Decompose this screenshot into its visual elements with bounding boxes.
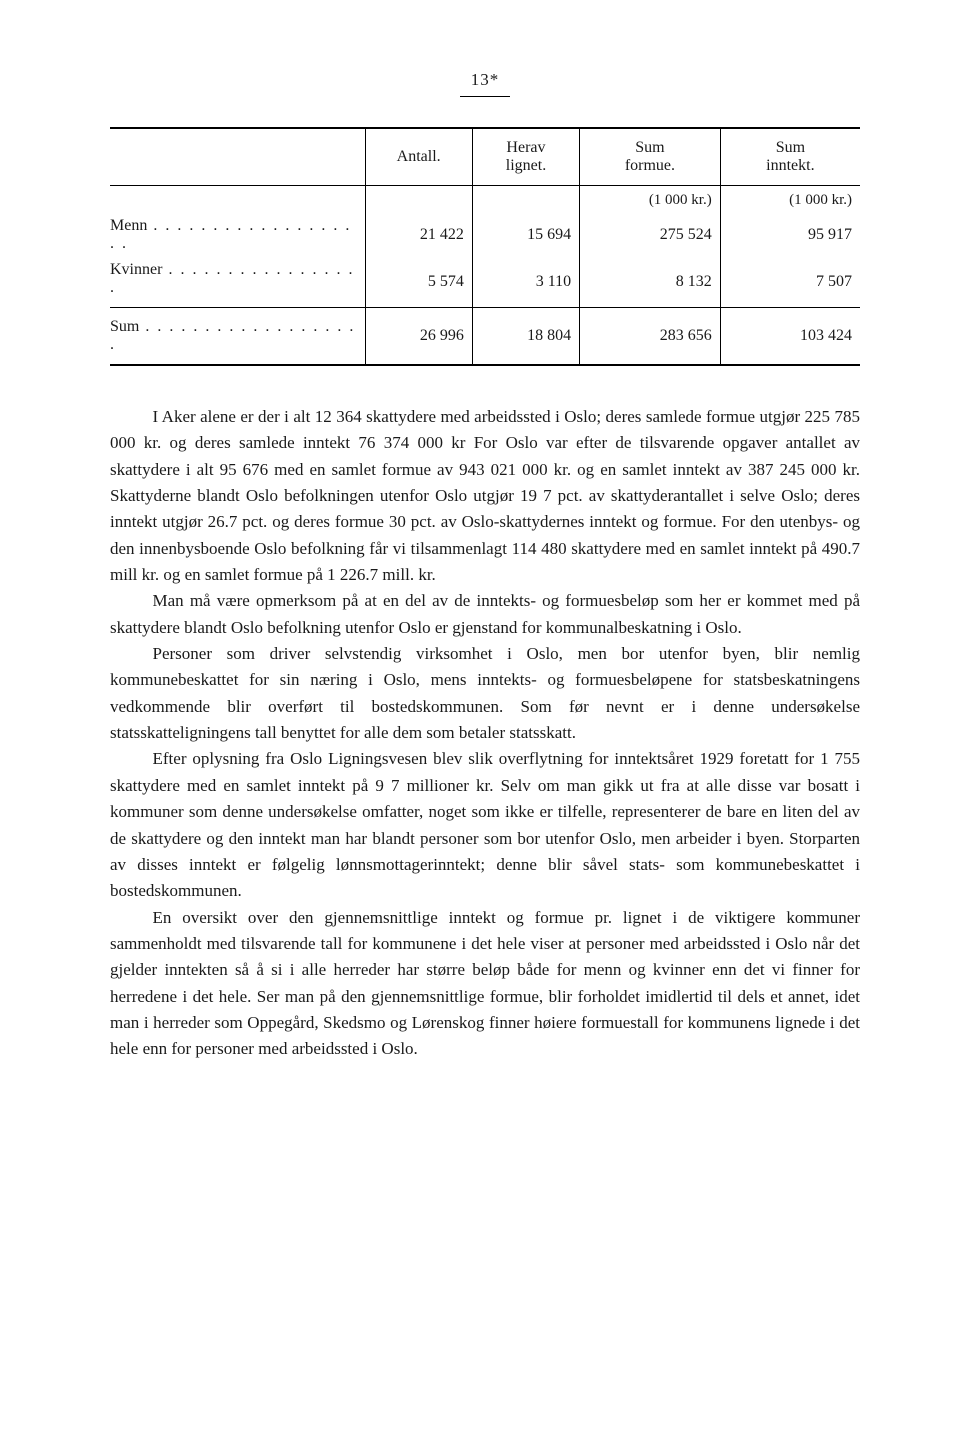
table-cell: [365, 186, 472, 214]
table-header-row: Antall. Heravlignet. Sumformue. Suminnte…: [110, 128, 860, 186]
table-sum-row: Sum 26 996 18 804 283 656 103 424: [110, 308, 860, 366]
table-cell: 8 132: [580, 257, 721, 308]
table-cell-unit: (1 000 kr.): [580, 186, 721, 214]
table-header-antall: Antall.: [365, 128, 472, 186]
table-cell: 18 804: [472, 308, 579, 366]
table-cell: 15 694: [472, 213, 579, 257]
table-cell: 103 424: [720, 308, 860, 366]
page-number-rule: [460, 96, 510, 97]
table-cell: [472, 186, 579, 214]
paragraph: Man må være opmerksom på at en del av de…: [110, 588, 860, 641]
table-cell: 21 422: [365, 213, 472, 257]
table-header-inntekt: Suminntekt.: [720, 128, 860, 186]
paragraph: En oversikt over den gjennemsnittlige in…: [110, 905, 860, 1063]
table-cell: [110, 186, 365, 214]
table-header-blank: [110, 128, 365, 186]
table-row-label: Kvinner: [110, 257, 365, 308]
data-table: Antall. Heravlignet. Sumformue. Suminnte…: [110, 127, 860, 366]
body-text: I Aker alene er der i alt 12 364 skattyd…: [110, 404, 860, 1063]
table-cell: 275 524: [580, 213, 721, 257]
table-row-label: Menn: [110, 213, 365, 257]
table-sum-label: Sum: [110, 308, 365, 366]
paragraph: Efter oplysning fra Oslo Ligningsvesen b…: [110, 746, 860, 904]
table-unit-row: (1 000 kr.) (1 000 kr.): [110, 186, 860, 214]
paragraph: I Aker alene er der i alt 12 364 skattyd…: [110, 404, 860, 588]
paragraph: Personer som driver selvstendig virksomh…: [110, 641, 860, 746]
table-row: Menn 21 422 15 694 275 524 95 917: [110, 213, 860, 257]
table-cell: 26 996: [365, 308, 472, 366]
table-cell: 7 507: [720, 257, 860, 308]
table-header-formue: Sumformue.: [580, 128, 721, 186]
table-cell: 3 110: [472, 257, 579, 308]
table-row: Kvinner 5 574 3 110 8 132 7 507: [110, 257, 860, 308]
table-cell: 5 574: [365, 257, 472, 308]
table-cell-unit: (1 000 kr.): [720, 186, 860, 214]
table-header-herav: Heravlignet.: [472, 128, 579, 186]
table-cell: 95 917: [720, 213, 860, 257]
page-number: 13*: [110, 70, 860, 90]
table-cell: 283 656: [580, 308, 721, 366]
